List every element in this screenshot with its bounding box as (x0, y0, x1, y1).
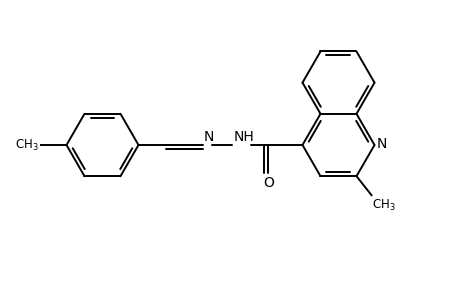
Text: O: O (263, 176, 274, 190)
Text: N: N (375, 137, 386, 151)
Text: CH$_3$: CH$_3$ (372, 198, 395, 213)
Text: NH: NH (233, 130, 254, 144)
Text: N: N (203, 130, 214, 144)
Text: CH$_3$: CH$_3$ (15, 137, 39, 153)
